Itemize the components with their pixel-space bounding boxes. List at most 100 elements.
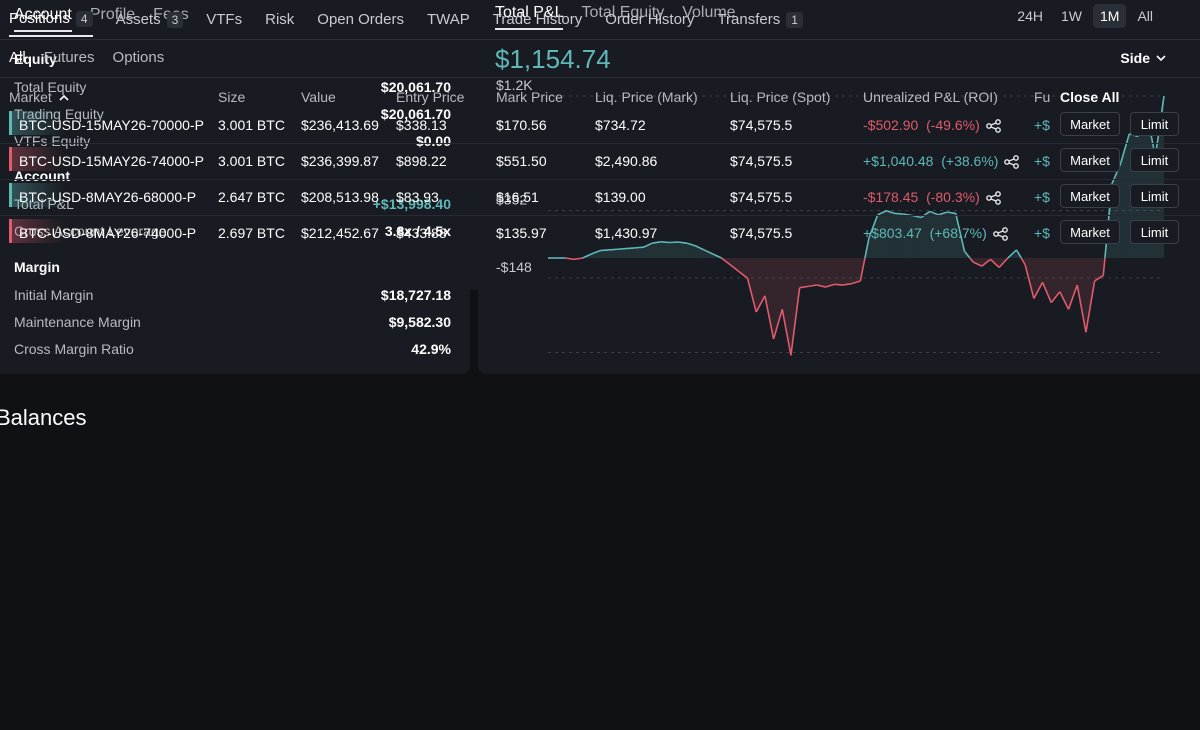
pnl-area-segment [730,258,739,272]
sub-tabs: All Futures Options [9,49,164,66]
pnl-line-segment [591,249,601,255]
limit-close-button[interactable]: Limit [1130,112,1179,136]
share-icon[interactable] [985,119,1002,134]
position-size: 2.697 BTC [218,225,285,241]
position-row[interactable]: BTC-USD-8MAY26-68000-P 2.647 BTC $208,51… [0,179,1200,215]
position-size: 3.001 BTC [218,153,285,169]
share-icon[interactable] [1004,155,1020,170]
col-liq-price-spot[interactable]: Liq. Price (Spot) [730,89,831,105]
range-1m[interactable]: 1M [1092,4,1127,28]
side-marker-short [9,219,65,243]
col-mark-price[interactable]: Mark Price [496,89,563,105]
range-all[interactable]: All [1137,8,1153,24]
tab-vtfs[interactable]: VTFs [206,11,243,28]
tab-twap[interactable]: TWAP [427,11,470,28]
tab-profile[interactable]: Profile [89,6,136,23]
pnl-area-segment [851,258,861,284]
account-title: Account [14,168,70,184]
tab-transfers-label: Transfers [717,11,781,28]
pnl-line-segment [808,284,818,288]
range-tabs: 24H 1W 1M All [1010,4,1160,28]
pnl-line-segment [712,253,722,259]
position-row[interactable]: BTC-USD-8MAY26-74000-P 2.697 BTC $212,45… [0,215,1200,251]
tab-assets[interactable]: Assets 3 [116,10,184,37]
pnl-line-segment [617,247,627,251]
pnl-area-segment [626,247,635,259]
pnl-line-segment [1007,249,1018,259]
tab-trade-history[interactable]: Trade History [492,11,583,28]
pnl-area-segment [825,258,835,288]
trading-equity-row: Trading Equity $20,061.70 [14,106,451,122]
tab-volume[interactable]: Volume [682,4,736,21]
side-filter-dropdown[interactable]: Side [1120,50,1166,66]
subtab-futures[interactable]: Futures [43,49,95,66]
pnl-area-segment [782,258,791,356]
pnl-line-segment [1094,274,1104,282]
position-value: $236,399.87 [301,153,379,169]
pnl-area-segment [799,258,809,288]
position-row[interactable]: BTC-USD-15MAY26-74000-P 3.001 BTC $236,3… [0,143,1200,179]
position-market[interactable]: BTC-USD-8MAY26-74000-P [19,225,197,241]
pnl-line-segment [954,213,966,252]
col-funding[interactable]: Fu [1034,89,1051,105]
position-market[interactable]: BTC-USD-15MAY26-70000-P [19,117,204,133]
pnl-line-segment [781,309,792,356]
share-icon[interactable] [992,227,1009,242]
pnl-area-segment [1120,133,1130,259]
pnl-line-segment [1067,284,1078,310]
market-close-button[interactable]: Market [1060,148,1120,172]
col-market[interactable]: Market [9,89,69,105]
range-24h[interactable]: 24H [1017,8,1043,24]
initial-margin-value: $18,727.18 [380,287,451,303]
pnl-area-segment [617,248,627,259]
pnl-line-segment [1076,284,1087,333]
market-close-button[interactable]: Market [1060,184,1120,208]
col-size[interactable]: Size [218,89,246,105]
market-close-button[interactable]: Market [1060,112,1120,136]
positions-count-badge: 4 [75,10,93,27]
tab-order-history[interactable]: Order History [605,11,695,28]
range-1w[interactable]: 1W [1060,8,1082,24]
pnl-area-segment [1051,258,1060,303]
pnl-line-segment [565,257,575,261]
pnl-line-segment [686,242,696,247]
leverage-row: Cross Account Leverage 3.8x / 4.5x [14,223,451,239]
pnl-area-segment [686,243,696,259]
tab-account[interactable]: Account [14,6,72,32]
position-value: $212,452.67 [301,225,379,241]
col-entry-price[interactable]: Entry Price [396,89,465,105]
pnl-line-segment [634,246,644,249]
col-liq-price-mark[interactable]: Liq. Price (Mark) [595,89,698,105]
pnl-area-segment [678,242,687,259]
pnl-area-segment [869,214,878,259]
limit-close-button[interactable]: Limit [1130,148,1179,172]
tab-total-pnl[interactable]: Total P&L [495,4,564,30]
tab-transfers[interactable]: Transfers 1 [717,10,803,37]
limit-close-button[interactable]: Limit [1130,220,1179,244]
pnl-line-segment [1059,291,1070,310]
position-market[interactable]: BTC-USD-8MAY26-68000-P [19,189,197,205]
pnl-area-segment [738,258,748,279]
tab-total-equity[interactable]: Total Equity [581,4,665,21]
tab-open-orders[interactable]: Open Orders [317,11,404,28]
pnl-line-segment [1020,257,1026,266]
position-row[interactable]: BTC-USD-15MAY26-70000-P 3.001 BTC $236,4… [0,107,1200,143]
position-value: $208,513.98 [301,189,379,205]
pnl-line-segment [626,247,635,250]
tab-risk[interactable]: Risk [265,11,295,28]
market-close-button[interactable]: Market [1060,220,1120,244]
pnl-area-segment [1068,258,1078,310]
subtab-options[interactable]: Options [112,49,165,66]
pnl-line-segment [851,280,861,285]
pnl-area-segment [1155,96,1164,259]
tab-positions[interactable]: Positions 4 [9,10,93,37]
subtab-all[interactable]: All [9,49,26,66]
col-value[interactable]: Value [301,89,336,105]
share-icon[interactable] [985,191,1002,206]
close-all-button[interactable]: Close All [1060,89,1120,105]
limit-close-button[interactable]: Limit [1130,184,1179,208]
position-market[interactable]: BTC-USD-15MAY26-74000-P [19,153,204,169]
position-roi: (-80.3%) [926,189,980,205]
pnl-line-segment [790,287,801,356]
col-unrealized-pnl[interactable]: Unrealized P&L (ROI) [863,89,998,105]
